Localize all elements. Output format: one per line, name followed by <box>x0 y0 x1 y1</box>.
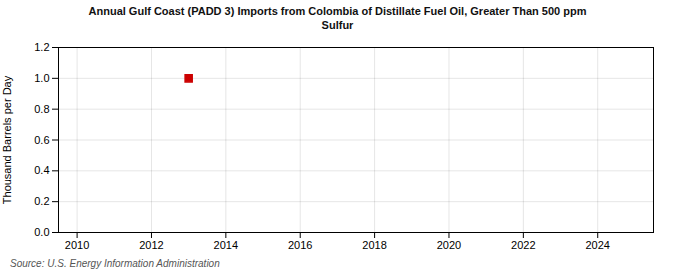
svg-text:2014: 2014 <box>214 239 238 251</box>
svg-text:0.8: 0.8 <box>34 102 49 114</box>
svg-text:2020: 2020 <box>437 239 461 251</box>
svg-text:0.2: 0.2 <box>34 195 49 207</box>
svg-text:0.6: 0.6 <box>34 133 49 145</box>
svg-text:2010: 2010 <box>65 239 89 251</box>
html-text:Annual Gulf Coast (PADD 3) Imp: Annual Gulf Coast (PADD 3) Imports from … <box>88 5 587 32</box>
svg-text:Thousand Barrels per Day: Thousand Barrels per Day <box>1 75 13 204</box>
svg-text:1.2: 1.2 <box>34 41 49 53</box>
svg-text:2024: 2024 <box>585 239 609 251</box>
svg-text:0.4: 0.4 <box>34 164 49 176</box>
svg-text:2012: 2012 <box>139 239 163 251</box>
svg-text:2022: 2022 <box>511 239 535 251</box>
svg-text:2018: 2018 <box>362 239 386 251</box>
svg-text:0.0: 0.0 <box>34 226 49 238</box>
html-text:Source: U.S. Energy Informatio: Source: U.S. Energy Information Administ… <box>10 257 220 269</box>
svg-text:1.0: 1.0 <box>34 71 49 83</box>
svg-text:2016: 2016 <box>288 239 312 251</box>
